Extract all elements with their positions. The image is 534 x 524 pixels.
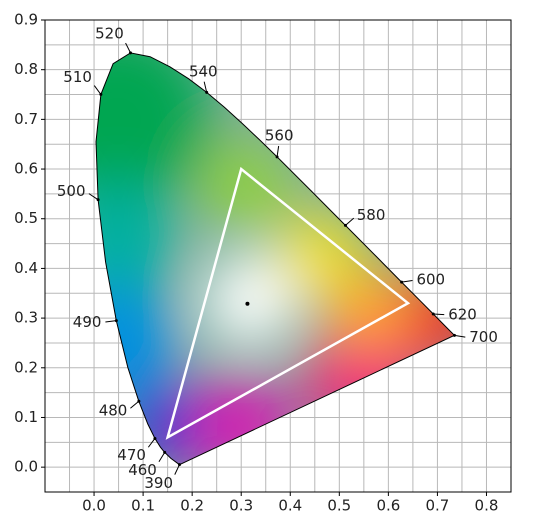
wavelength-label: 580	[357, 206, 386, 224]
label-tick	[158, 452, 166, 463]
wavelength-label: 490	[73, 313, 102, 331]
x-tick-label: 0.5	[327, 497, 351, 515]
label-tick	[203, 81, 208, 93]
wavelength-label: 500	[57, 182, 86, 200]
label-tick	[174, 464, 180, 475]
label-tick	[345, 217, 355, 226]
wavelength-label: 510	[63, 68, 92, 86]
spectral-locus	[95, 52, 456, 466]
wavelength-label: 470	[117, 446, 146, 464]
y-tick-label: 0.3	[14, 309, 38, 327]
label-tick	[454, 334, 466, 338]
x-tick-label: 0.2	[180, 497, 204, 515]
y-tick-label: 0.8	[14, 60, 38, 78]
y-tick-label: 0.0	[14, 458, 38, 476]
label-tick	[433, 313, 445, 316]
plot-frame	[44, 19, 512, 493]
y-tick-label: 0.9	[14, 11, 38, 29]
wavelength-label: 560	[265, 127, 294, 145]
label-tick	[130, 400, 140, 409]
wavelength-label: 600	[416, 270, 445, 288]
label-tick	[276, 145, 280, 157]
label-tick	[147, 438, 156, 448]
wavelength-label: 540	[189, 62, 218, 80]
y-tick-label: 0.6	[14, 160, 38, 178]
label-tick	[105, 320, 117, 323]
x-tick-label: 0.0	[82, 497, 106, 515]
y-tick-label: 0.4	[14, 259, 38, 277]
gamut-triangle	[165, 166, 411, 440]
label-tick	[88, 193, 99, 201]
wavelength-label: 620	[448, 305, 477, 323]
x-tick-label: 0.8	[475, 497, 499, 515]
wavelength-label: 460	[128, 461, 157, 479]
wavelength-label: 520	[95, 25, 124, 43]
label-tick	[93, 85, 102, 95]
y-tick-label: 0.1	[14, 408, 38, 426]
y-tick-label: 0.5	[14, 209, 38, 227]
x-tick-label: 0.3	[229, 497, 253, 515]
label-tick	[401, 280, 413, 283]
white-point	[245, 301, 250, 306]
x-tick-label: 0.7	[425, 497, 449, 515]
x-tick-label: 0.4	[278, 497, 302, 515]
wavelength-label: 390	[144, 474, 173, 492]
label-tick	[125, 42, 131, 54]
y-tick-label: 0.2	[14, 358, 38, 376]
wavelength-label: 700	[469, 328, 498, 346]
wavelength-label: 480	[99, 401, 128, 419]
x-tick-label: 0.1	[131, 497, 155, 515]
x-tick-label: 0.6	[376, 497, 400, 515]
y-tick-label: 0.7	[14, 110, 38, 128]
